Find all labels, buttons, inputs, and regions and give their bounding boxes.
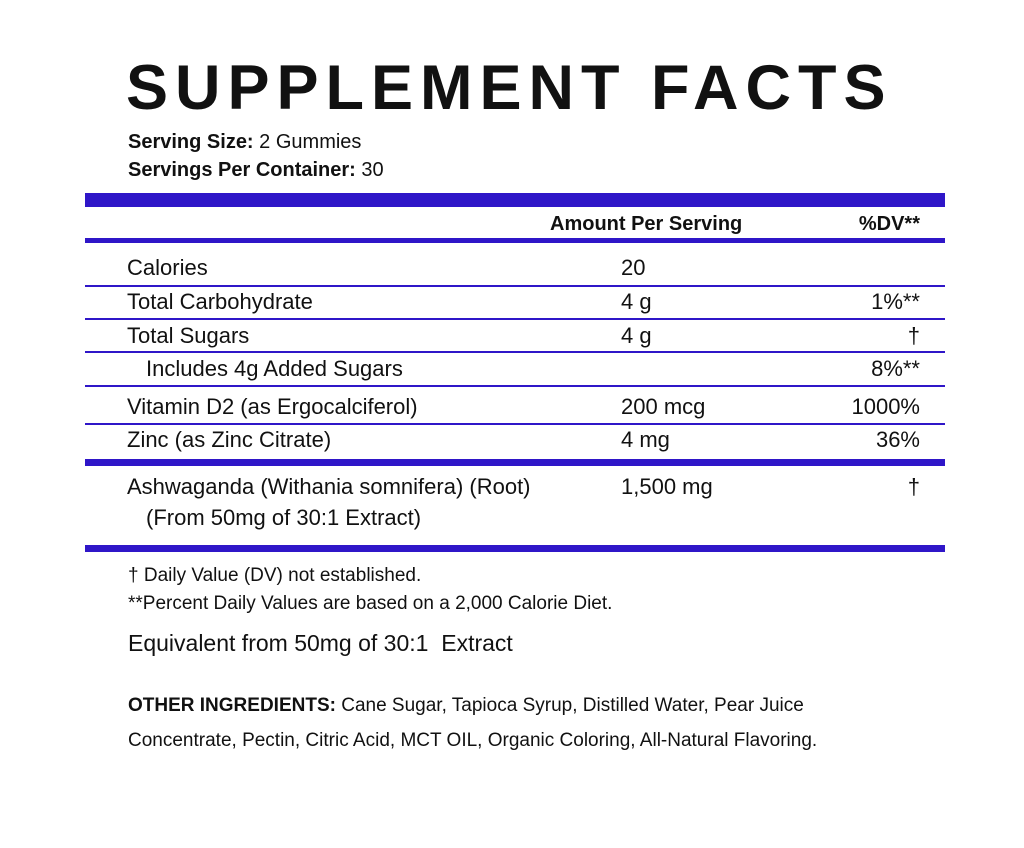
label: Servings Per Container:	[128, 159, 356, 181]
divider	[85, 318, 945, 320]
row-amount: 1,500 mg	[621, 474, 713, 499]
divider	[85, 351, 945, 353]
divider	[85, 385, 945, 387]
row-dv: 8%**	[871, 356, 920, 381]
row-name: Calories	[127, 255, 208, 280]
divider	[85, 459, 945, 466]
equivalent: Equivalent from 50mg of 30:1 Extract	[128, 630, 513, 656]
title: SUPPLEMENT FACTS	[126, 53, 893, 123]
value: 30	[361, 159, 384, 181]
header-amount: Amount Per Serving	[550, 213, 743, 235]
header-dv: %DV**	[858, 213, 920, 235]
footnote: † Daily Value (DV) not established.	[128, 565, 422, 586]
row-amount: 20	[621, 255, 646, 280]
row-amount: 4 mg	[621, 427, 670, 452]
row-name: Total Sugars	[127, 323, 250, 348]
servings-per-container: Servings Per Container: 30	[128, 159, 384, 182]
divider	[85, 193, 945, 207]
row-dv: †	[907, 474, 920, 499]
row-amount: 200 mcg	[621, 394, 706, 419]
footnote: **Percent Daily Values are based on a 2,…	[128, 593, 613, 614]
row-dv: 1000%	[851, 394, 920, 419]
row-dv: †	[907, 323, 920, 348]
row-amount: 4 g	[621, 323, 652, 348]
row-dv: 1%**	[871, 289, 920, 314]
other-ingredients: Concentrate, Pectin, Citric Acid, MCT OI…	[128, 730, 818, 751]
label: Serving Size:	[128, 131, 254, 153]
row-name: Ashwaganda (Withania somnifera) (Root)	[127, 474, 531, 499]
label: OTHER INGREDIENTS:	[128, 695, 336, 716]
divider	[85, 238, 945, 243]
serving-size: Serving Size: 2 Gummies	[128, 131, 361, 154]
row-name: Zinc (as Zinc Citrate)	[127, 427, 332, 452]
row-amount: 4 g	[621, 289, 652, 314]
row-name: Vitamin D2 (as Ergocalciferol)	[127, 394, 418, 419]
row-name: Total Carbohydrate	[127, 289, 313, 314]
divider	[85, 285, 945, 287]
row-sub: (From 50mg of 30:1 Extract)	[146, 505, 422, 530]
value: 2 Gummies	[259, 131, 362, 153]
other-ingredients: OTHER INGREDIENTS: Cane Sugar, Tapioca S…	[128, 695, 804, 717]
text: Cane Sugar, Tapioca Syrup, Distilled Wat…	[341, 695, 804, 716]
divider	[85, 423, 945, 425]
row-name: Includes 4g Added Sugars	[146, 356, 403, 381]
row-dv: 36%	[875, 427, 920, 452]
divider	[85, 545, 945, 552]
